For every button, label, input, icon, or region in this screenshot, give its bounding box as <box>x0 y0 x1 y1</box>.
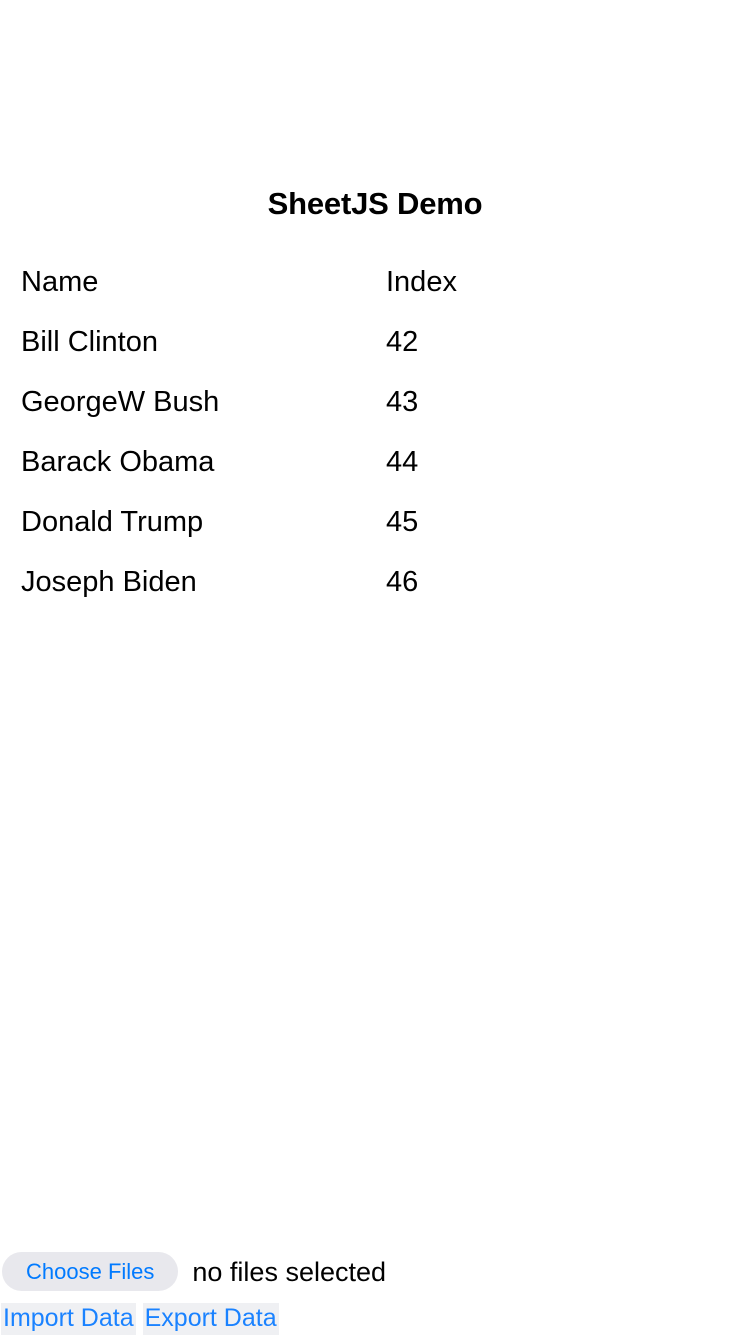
cell-name: Bill Clinton <box>21 326 158 358</box>
cell-index: 46 <box>386 566 419 598</box>
table-row: Joseph Biden 46 <box>21 552 586 612</box>
table-row: GeorgeW Bush 43 <box>21 372 586 432</box>
table-row: Bill Clinton 42 <box>21 312 586 372</box>
cell-name: GeorgeW Bush <box>21 386 220 418</box>
cell-name: Barack Obama <box>21 446 215 478</box>
file-input-row: Choose Files no files selected <box>2 1252 386 1291</box>
cell-name: Donald Trump <box>21 506 204 538</box>
export-data-button[interactable]: Export Data <box>142 1303 279 1335</box>
file-selection-status: no files selected <box>192 1256 387 1287</box>
table-header-row: Name Index <box>21 252 586 312</box>
table-body: Bill Clinton 42 GeorgeW Bush 43 Barack O… <box>21 312 586 612</box>
cell-index: 45 <box>386 506 419 538</box>
table-row: Barack Obama 44 <box>21 432 586 492</box>
import-data-button[interactable]: Import Data <box>1 1303 136 1335</box>
table-row: Donald Trump 45 <box>21 492 586 552</box>
choose-files-button[interactable]: Choose Files <box>2 1252 179 1291</box>
action-button-row: Import Data Export Data <box>1 1303 279 1335</box>
column-header-name: Name <box>21 266 99 298</box>
cell-index: 44 <box>386 446 419 478</box>
cell-index: 42 <box>386 326 419 358</box>
page-title: SheetJS Demo <box>267 185 483 221</box>
presidents-table: Name Index Bill Clinton 42 GeorgeW Bush … <box>21 252 586 612</box>
column-header-index: Index <box>386 266 457 298</box>
table-header: Name Index <box>21 252 586 312</box>
cell-index: 43 <box>386 386 419 418</box>
cell-name: Joseph Biden <box>21 566 197 598</box>
